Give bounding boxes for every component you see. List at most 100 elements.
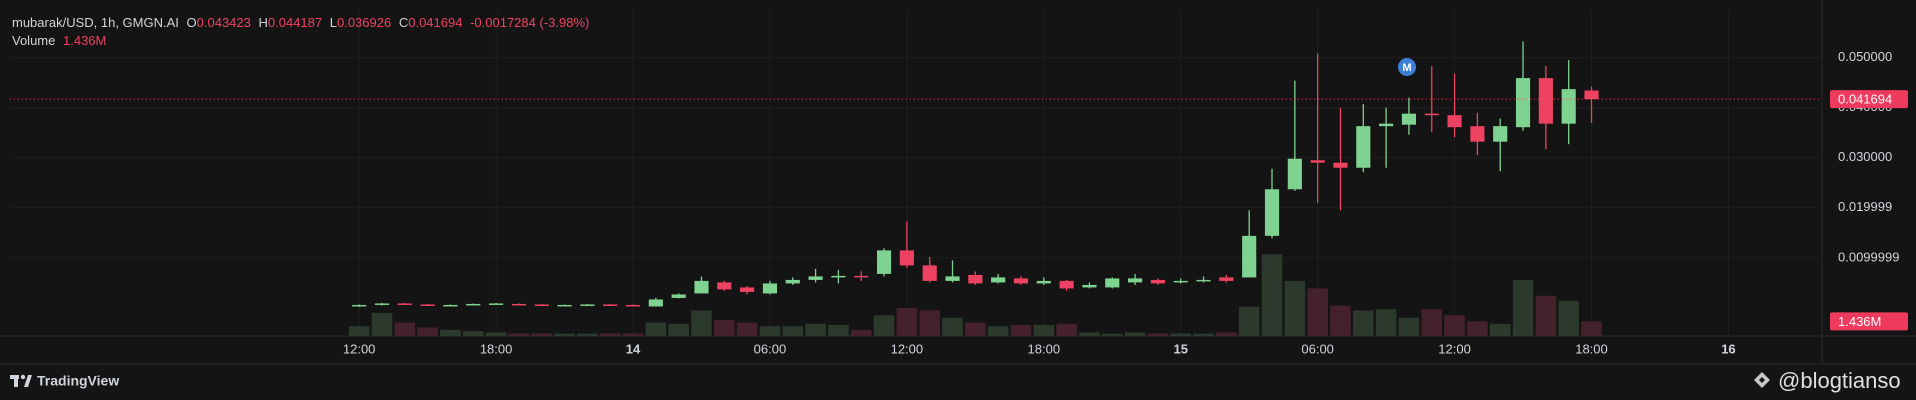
volume-bar — [371, 312, 393, 336]
candle-body — [831, 275, 846, 278]
x-tick-label: 06:00 — [754, 341, 787, 356]
logo-shape — [20, 374, 26, 380]
volume-bar — [394, 322, 416, 336]
volume-bar — [1147, 333, 1169, 336]
candle-body — [1379, 123, 1394, 127]
legend-key: L — [330, 15, 337, 30]
candle-body — [1082, 284, 1097, 288]
volume-bar — [1307, 288, 1328, 336]
volume-value: 1.436M — [63, 33, 106, 48]
legend-key: O — [187, 15, 197, 30]
candle-body — [717, 282, 732, 290]
y-tick-label: 0.050000 — [1838, 49, 1892, 64]
plot-layer — [10, 10, 1822, 336]
volume-bar — [599, 333, 621, 336]
candle-body — [922, 265, 937, 281]
candle-body — [1264, 189, 1280, 236]
legend: mubarak/USD, 1h, GMGN.AI O0.043423 H0.04… — [12, 15, 589, 30]
legend-value: 0.036926 — [337, 15, 391, 30]
x-tick-label: 16 — [1721, 341, 1735, 356]
volume-bar — [1489, 323, 1511, 336]
candle-body — [1287, 158, 1302, 190]
legend-value: 0.041694 — [408, 15, 462, 30]
volume-bar — [919, 310, 940, 336]
volume-bar — [1079, 332, 1100, 336]
volume-bar — [1124, 332, 1146, 336]
legend-key: H — [259, 15, 268, 30]
legend-change: -0.0017284 (-3.98%) — [470, 15, 589, 30]
volume-bar — [531, 333, 553, 336]
candle-body — [443, 304, 458, 307]
candle-body — [1561, 89, 1576, 124]
candle-body — [557, 304, 572, 307]
legend-value: 0.044187 — [268, 15, 322, 30]
candle-body — [1356, 126, 1371, 168]
volume-bar — [463, 331, 484, 336]
candle-body — [785, 279, 800, 284]
x-tick-label: 18:00 — [480, 341, 513, 356]
volume-bar — [850, 329, 872, 336]
volume-bar — [965, 322, 986, 336]
volume-legend: Volume 1.436M — [12, 33, 106, 48]
volume-bar — [896, 307, 918, 336]
candle-body — [694, 280, 709, 294]
candle-body — [1242, 235, 1257, 278]
last-price-tag — [1830, 90, 1908, 109]
volume-bar — [873, 315, 895, 336]
volume-bar — [1010, 324, 1032, 336]
volume-bar — [1261, 254, 1283, 336]
candle-body — [1105, 278, 1120, 288]
volume-bar — [805, 323, 826, 336]
volume-bar — [1535, 295, 1557, 336]
volume-bar — [782, 326, 804, 336]
volume-tag-label: 1.436M — [1838, 314, 1881, 329]
volume-bar — [440, 329, 461, 336]
y-tick-label: 0.030000 — [1838, 149, 1892, 164]
candle-body — [466, 303, 481, 306]
candle-body — [945, 276, 960, 281]
candle-body — [352, 304, 367, 307]
x-tick-label: 14 — [626, 341, 641, 356]
volume-bar — [1056, 323, 1077, 336]
event-badge-label[interactable]: M — [1402, 62, 1411, 74]
event-badge[interactable] — [1398, 58, 1416, 76]
candle-body — [1584, 90, 1599, 100]
candle-body — [489, 303, 504, 305]
volume-bar — [1512, 279, 1534, 336]
legend-symbol: mubarak/USD, 1h, GMGN.AI — [12, 15, 179, 30]
logo-shape — [24, 375, 32, 387]
y-tick-label: 0.019999 — [1838, 199, 1892, 214]
volume-bar — [554, 333, 575, 336]
x-tick-label: 12:00 — [1438, 341, 1471, 356]
candle-body — [1150, 279, 1165, 284]
legend-value: 0.043423 — [197, 15, 251, 30]
candle-body — [1333, 162, 1348, 168]
volume-bar — [1170, 333, 1191, 336]
volume-tag — [1830, 312, 1908, 331]
volume-bar — [1444, 315, 1465, 336]
volume-bar — [1558, 300, 1579, 336]
candle-body — [991, 277, 1006, 283]
candle-body — [1036, 280, 1051, 284]
logo-shape — [14, 375, 18, 387]
candle-body — [1493, 126, 1508, 142]
candle-body — [1196, 279, 1211, 282]
candle-body — [1173, 280, 1188, 283]
candle-body — [876, 250, 892, 274]
candle-body — [1424, 113, 1439, 116]
candle-body — [854, 275, 869, 278]
volume-bar — [714, 320, 735, 336]
x-tick-label: 18:00 — [1028, 341, 1061, 356]
volume-bar — [1216, 332, 1237, 336]
candle-body — [1219, 277, 1234, 281]
candle-body — [648, 299, 663, 307]
volume-bar — [485, 332, 507, 336]
volume-bar — [1033, 324, 1055, 336]
volume-bar — [508, 333, 530, 336]
last-price-label: 0.041694 — [1838, 92, 1892, 107]
volume-bar — [668, 323, 689, 336]
x-tick-label: 15 — [1173, 341, 1187, 356]
candle-body — [1470, 126, 1485, 142]
